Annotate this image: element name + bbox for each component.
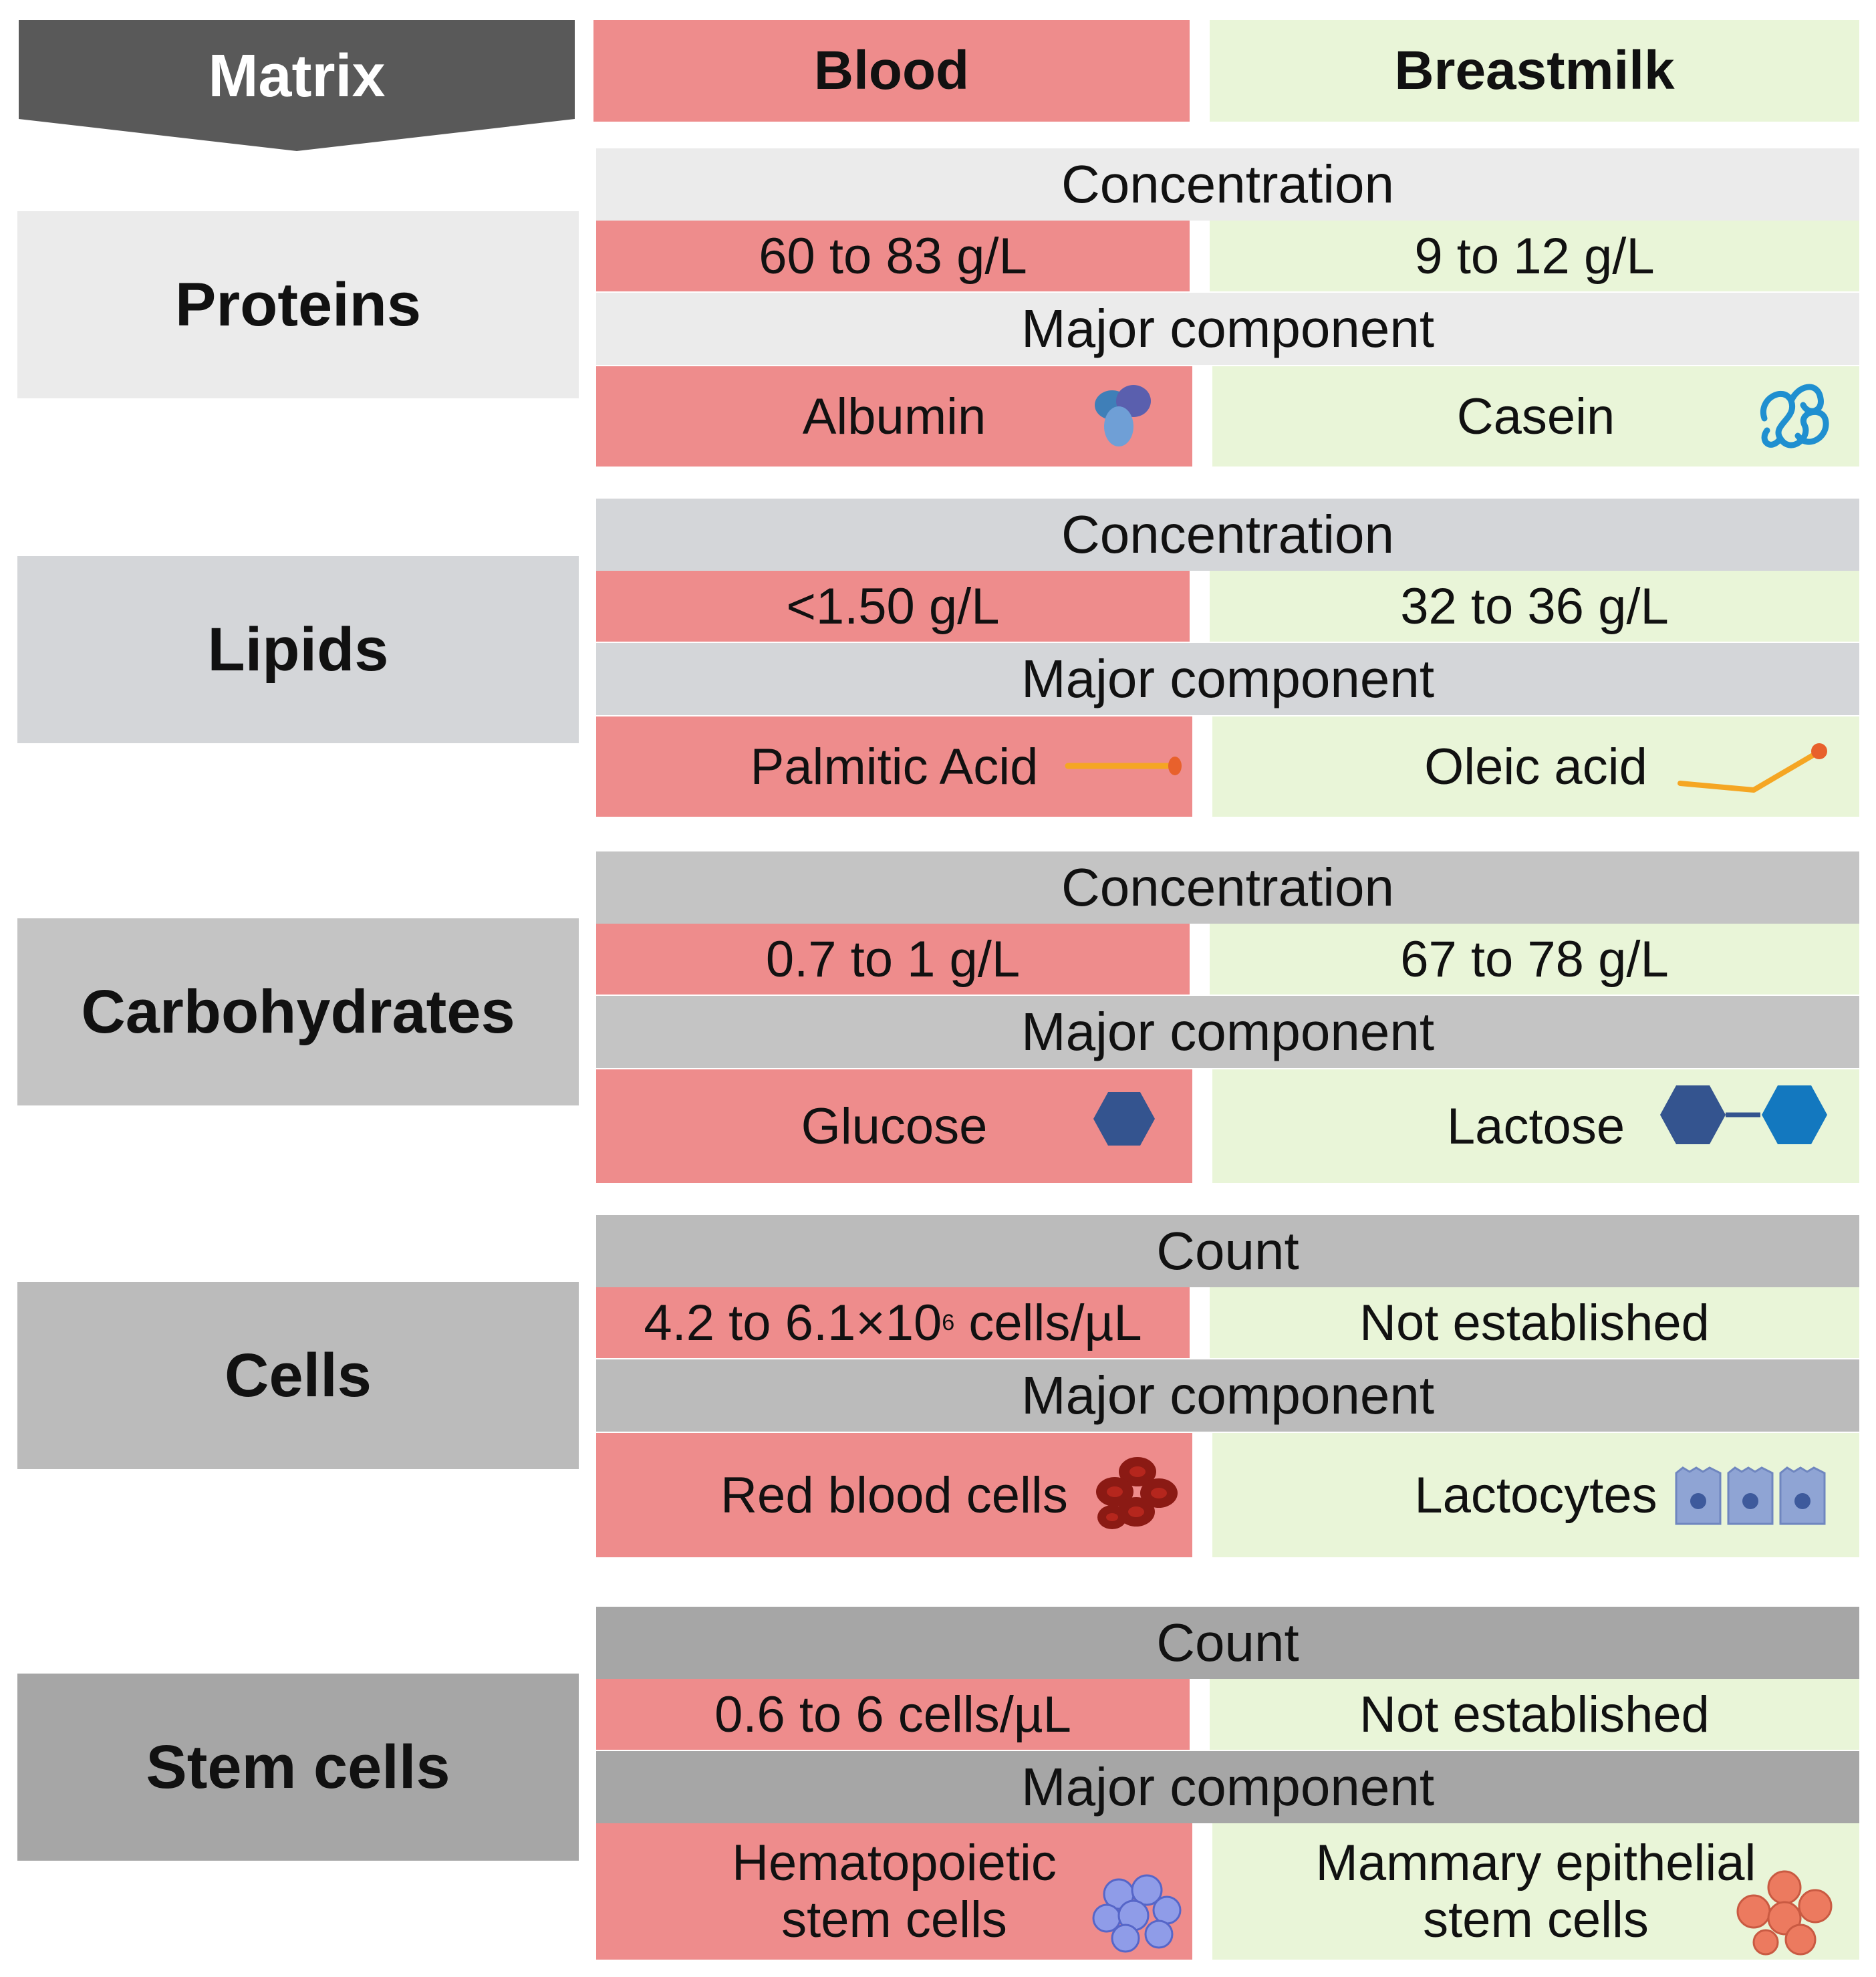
milk-component-label: Mammary epithelial stem cells	[1316, 1835, 1756, 1948]
blood-component-cell: Albumin	[596, 366, 1192, 467]
milk-value-cell: 32 to 36 g/L	[1210, 571, 1859, 642]
blood-component-label: Glucose	[801, 1097, 988, 1155]
blood-component-label: Red blood cells	[720, 1466, 1068, 1524]
blood-component-cell: Hematopoietic stem cells	[596, 1823, 1192, 1960]
matrix-header-label: Matrix	[208, 42, 386, 110]
milk-component-line-2: stem cells	[1423, 1891, 1649, 1948]
blood-component-cell: Red blood cells	[596, 1433, 1192, 1557]
milk-component-label: Casein	[1456, 388, 1615, 445]
row-label-cells: Cells	[17, 1282, 579, 1469]
mammary-stem-cells-icon	[1736, 1870, 1833, 1956]
concentration-band: Concentration	[596, 148, 1859, 221]
blood-value-cell: <1.50 g/L	[596, 571, 1190, 642]
concentration-band: Concentration	[596, 499, 1859, 571]
row-label-stem-cells: Stem cells	[17, 1674, 579, 1861]
blood-value-cell: 4.2 to 6.1×10 6 cells/µL	[596, 1287, 1190, 1358]
blood-component-cell: Glucose	[596, 1069, 1192, 1183]
matrix-chevron-shape	[19, 20, 575, 151]
blood-component-line-2: stem cells	[781, 1891, 1007, 1948]
blood-value-cell: 0.6 to 6 cells/µL	[596, 1679, 1190, 1750]
blood-component-line-1: Hematopoietic	[732, 1834, 1057, 1891]
casein-protein-icon	[1760, 384, 1829, 448]
row-label-carbohydrates: Carbohydrates	[17, 918, 579, 1105]
red-blood-cells-icon	[1096, 1457, 1178, 1529]
milk-value-cell: 67 to 78 g/L	[1210, 924, 1859, 995]
major-component-band: Major component	[596, 1359, 1859, 1432]
row-label-proteins: Proteins	[17, 211, 579, 398]
blood-value-cell: 0.7 to 1 g/L	[596, 924, 1190, 995]
blood-component-cell: Palmitic Acid	[596, 716, 1192, 817]
milk-component-cell: Lactocytes	[1212, 1433, 1859, 1557]
major-component-band: Major component	[596, 643, 1859, 715]
blood-value-base: 4.2 to 6.1×10	[644, 1294, 942, 1351]
albumin-protein-icon	[1095, 385, 1151, 446]
milk-component-cell: Casein	[1212, 366, 1859, 467]
palmitic-acid-chain-icon	[1065, 757, 1182, 775]
milk-value-cell: Not established	[1210, 1287, 1859, 1358]
milk-component-label: Oleic acid	[1424, 738, 1647, 795]
blood-value-cell: 60 to 83 g/L	[596, 221, 1190, 291]
breastmilk-header: Breastmilk	[1210, 20, 1859, 122]
lactocytes-icon	[1675, 1466, 1826, 1525]
milk-component-label: Lactocytes	[1414, 1466, 1657, 1524]
count-band: Count	[596, 1607, 1859, 1679]
glucose-hexagon-icon	[1093, 1092, 1155, 1146]
oleic-acid-chain-icon	[1678, 743, 1827, 793]
row-label-lipids: Lipids	[17, 556, 579, 743]
milk-component-cell: Mammary epithelial stem cells	[1212, 1823, 1859, 1960]
blood-component-label: Palmitic Acid	[750, 738, 1039, 795]
blood-value-unit: cells/µL	[954, 1294, 1142, 1351]
major-component-band: Major component	[596, 293, 1859, 365]
matrix-header: Matrix	[19, 20, 575, 151]
milk-component-line-1: Mammary epithelial	[1315, 1834, 1756, 1891]
major-component-band: Major component	[596, 996, 1859, 1068]
concentration-band: Concentration	[596, 851, 1859, 924]
blood-component-label: Hematopoietic stem cells	[732, 1835, 1057, 1948]
lactose-hexagons-icon	[1660, 1085, 1827, 1144]
blood-component-label: Albumin	[802, 388, 986, 445]
milk-component-cell: Lactose	[1212, 1069, 1859, 1183]
count-band: Count	[596, 1215, 1859, 1287]
blood-value-exponent: 6	[942, 1309, 955, 1335]
blood-header: Blood	[593, 20, 1190, 122]
milk-value-cell: Not established	[1210, 1679, 1859, 1750]
milk-value-cell: 9 to 12 g/L	[1210, 221, 1859, 291]
hematopoietic-stem-cells-icon	[1092, 1874, 1182, 1953]
milk-component-label: Lactose	[1446, 1097, 1625, 1155]
major-component-band: Major component	[596, 1751, 1859, 1823]
milk-component-cell: Oleic acid	[1212, 716, 1859, 817]
